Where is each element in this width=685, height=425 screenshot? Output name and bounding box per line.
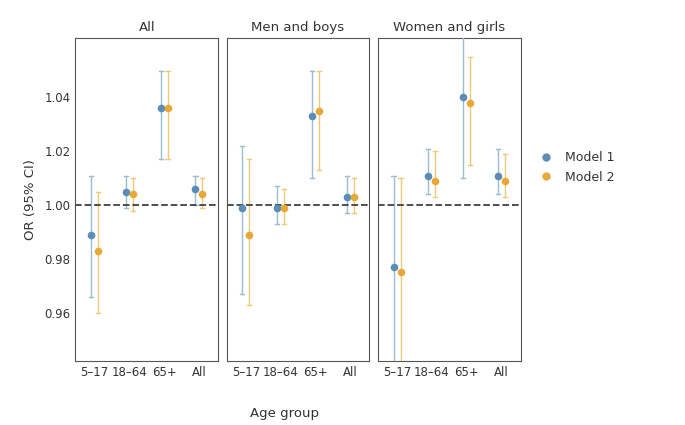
Title: All: All — [138, 21, 155, 34]
Title: Women and girls: Women and girls — [393, 21, 506, 34]
Title: Men and boys: Men and boys — [251, 21, 345, 34]
Legend: Model 1, Model 2: Model 1, Model 2 — [534, 151, 614, 184]
Y-axis label: OR (95% CI): OR (95% CI) — [25, 159, 38, 240]
Text: Age group: Age group — [250, 406, 319, 419]
